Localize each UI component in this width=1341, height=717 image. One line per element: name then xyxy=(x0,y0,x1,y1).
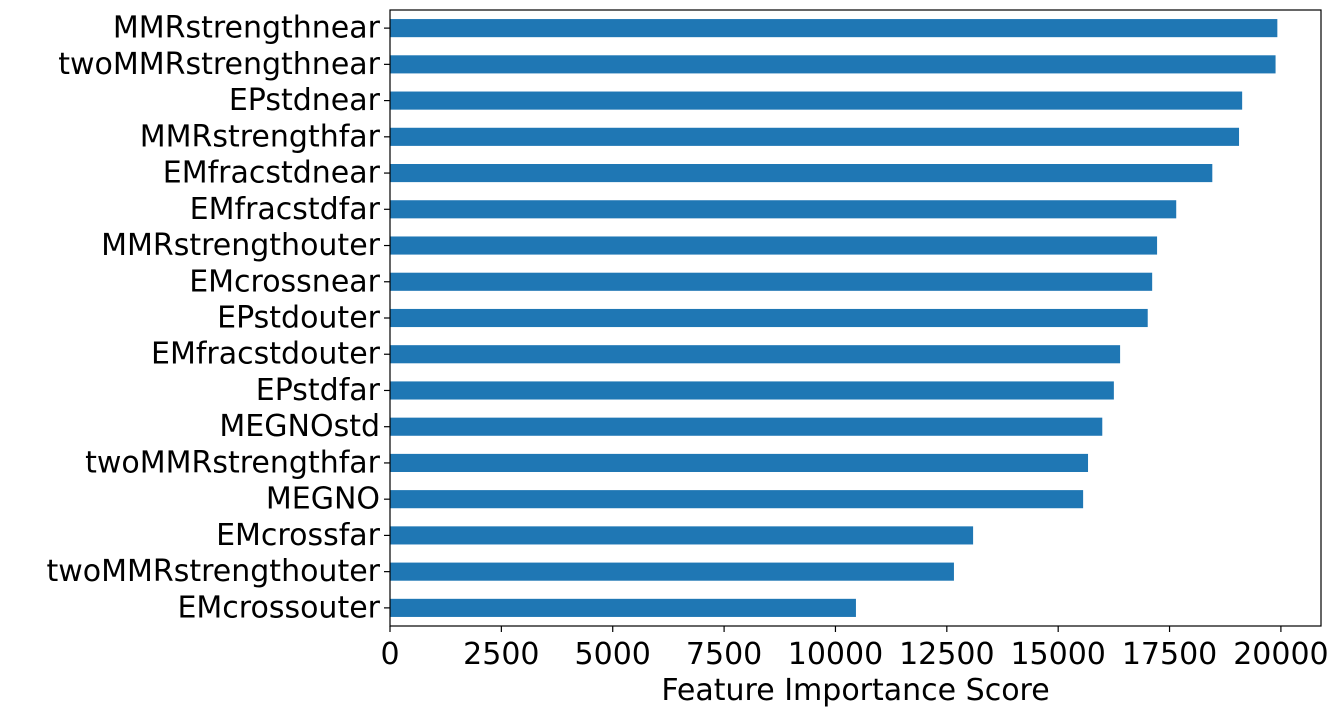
bar-twoMMRstrengthouter xyxy=(390,562,954,581)
bars-group xyxy=(390,19,1278,617)
bar-MMRstrengthnear xyxy=(390,19,1278,38)
bar-EMfracstdnear xyxy=(390,164,1213,183)
y-tick-label: twoMMRstrengthouter xyxy=(46,554,380,589)
y-tick-label: EPstdouter xyxy=(217,301,381,336)
x-tick-label: 5000 xyxy=(575,637,651,672)
x-tick-label: 2500 xyxy=(463,637,539,672)
bar-MEGNOstd xyxy=(390,417,1103,436)
bar-EMcrossnear xyxy=(390,272,1153,291)
x-tick-label: 15000 xyxy=(1010,637,1105,672)
y-tick-label: twoMMRstrengthfar xyxy=(85,445,381,480)
y-tick-label: EMfracstdouter xyxy=(151,337,381,372)
y-tick-group: MMRstrengthneartwoMMRstrengthnearEPstdne… xyxy=(46,11,390,625)
x-tick-label: 10000 xyxy=(788,637,883,672)
y-tick-label: EMfracstdnear xyxy=(163,156,381,191)
y-tick-label: EMcrossnear xyxy=(189,264,380,299)
y-tick-label: MMRstrengthnear xyxy=(113,11,381,46)
y-tick-label: EPstdfar xyxy=(256,373,381,408)
bar-EMcrossouter xyxy=(390,598,856,617)
y-tick-label: MMRstrengthouter xyxy=(101,228,381,263)
x-tick-label: 7500 xyxy=(686,637,762,672)
bar-twoMMRstrengthfar xyxy=(390,453,1089,472)
y-tick-label: EMcrossfar xyxy=(216,518,381,553)
x-tick-group: 0 2500 5000 7500 10000 12500 15000 17500 20000 xyxy=(380,626,1329,672)
bar-MMRstrengthfar xyxy=(390,127,1240,146)
x-tick-label: 0 xyxy=(380,637,399,672)
y-tick-label: EPstdnear xyxy=(229,83,381,118)
bar-EMcrossfar xyxy=(390,526,974,545)
bar-EMfracstdfar xyxy=(390,200,1177,219)
plot-frame xyxy=(389,9,1322,627)
bar-EPstdnear xyxy=(390,91,1243,110)
x-tick-label: 17500 xyxy=(1122,637,1217,672)
y-tick-label: EMfracstdfar xyxy=(190,192,381,227)
y-tick-label: EMcrossouter xyxy=(177,590,380,625)
y-tick-label: twoMMRstrengthnear xyxy=(58,47,380,82)
y-tick-label: MEGNO xyxy=(266,482,380,517)
x-axis-label: Feature Importance Score xyxy=(661,673,1049,708)
bar-EMfracstdouter xyxy=(390,345,1121,364)
bar-EPstdouter xyxy=(390,308,1148,328)
x-tick-label: 12500 xyxy=(899,637,994,672)
y-tick-label: MEGNOstd xyxy=(219,409,380,444)
y-tick-label: MMRstrengthfar xyxy=(140,119,381,154)
bar-twoMMRstrengthnear xyxy=(390,55,1276,74)
x-tick-label: 20000 xyxy=(1233,637,1328,672)
bar-MMRstrengthouter xyxy=(390,236,1158,255)
bar-EPstdfar xyxy=(390,381,1114,400)
bar-MEGNO xyxy=(390,490,1084,509)
